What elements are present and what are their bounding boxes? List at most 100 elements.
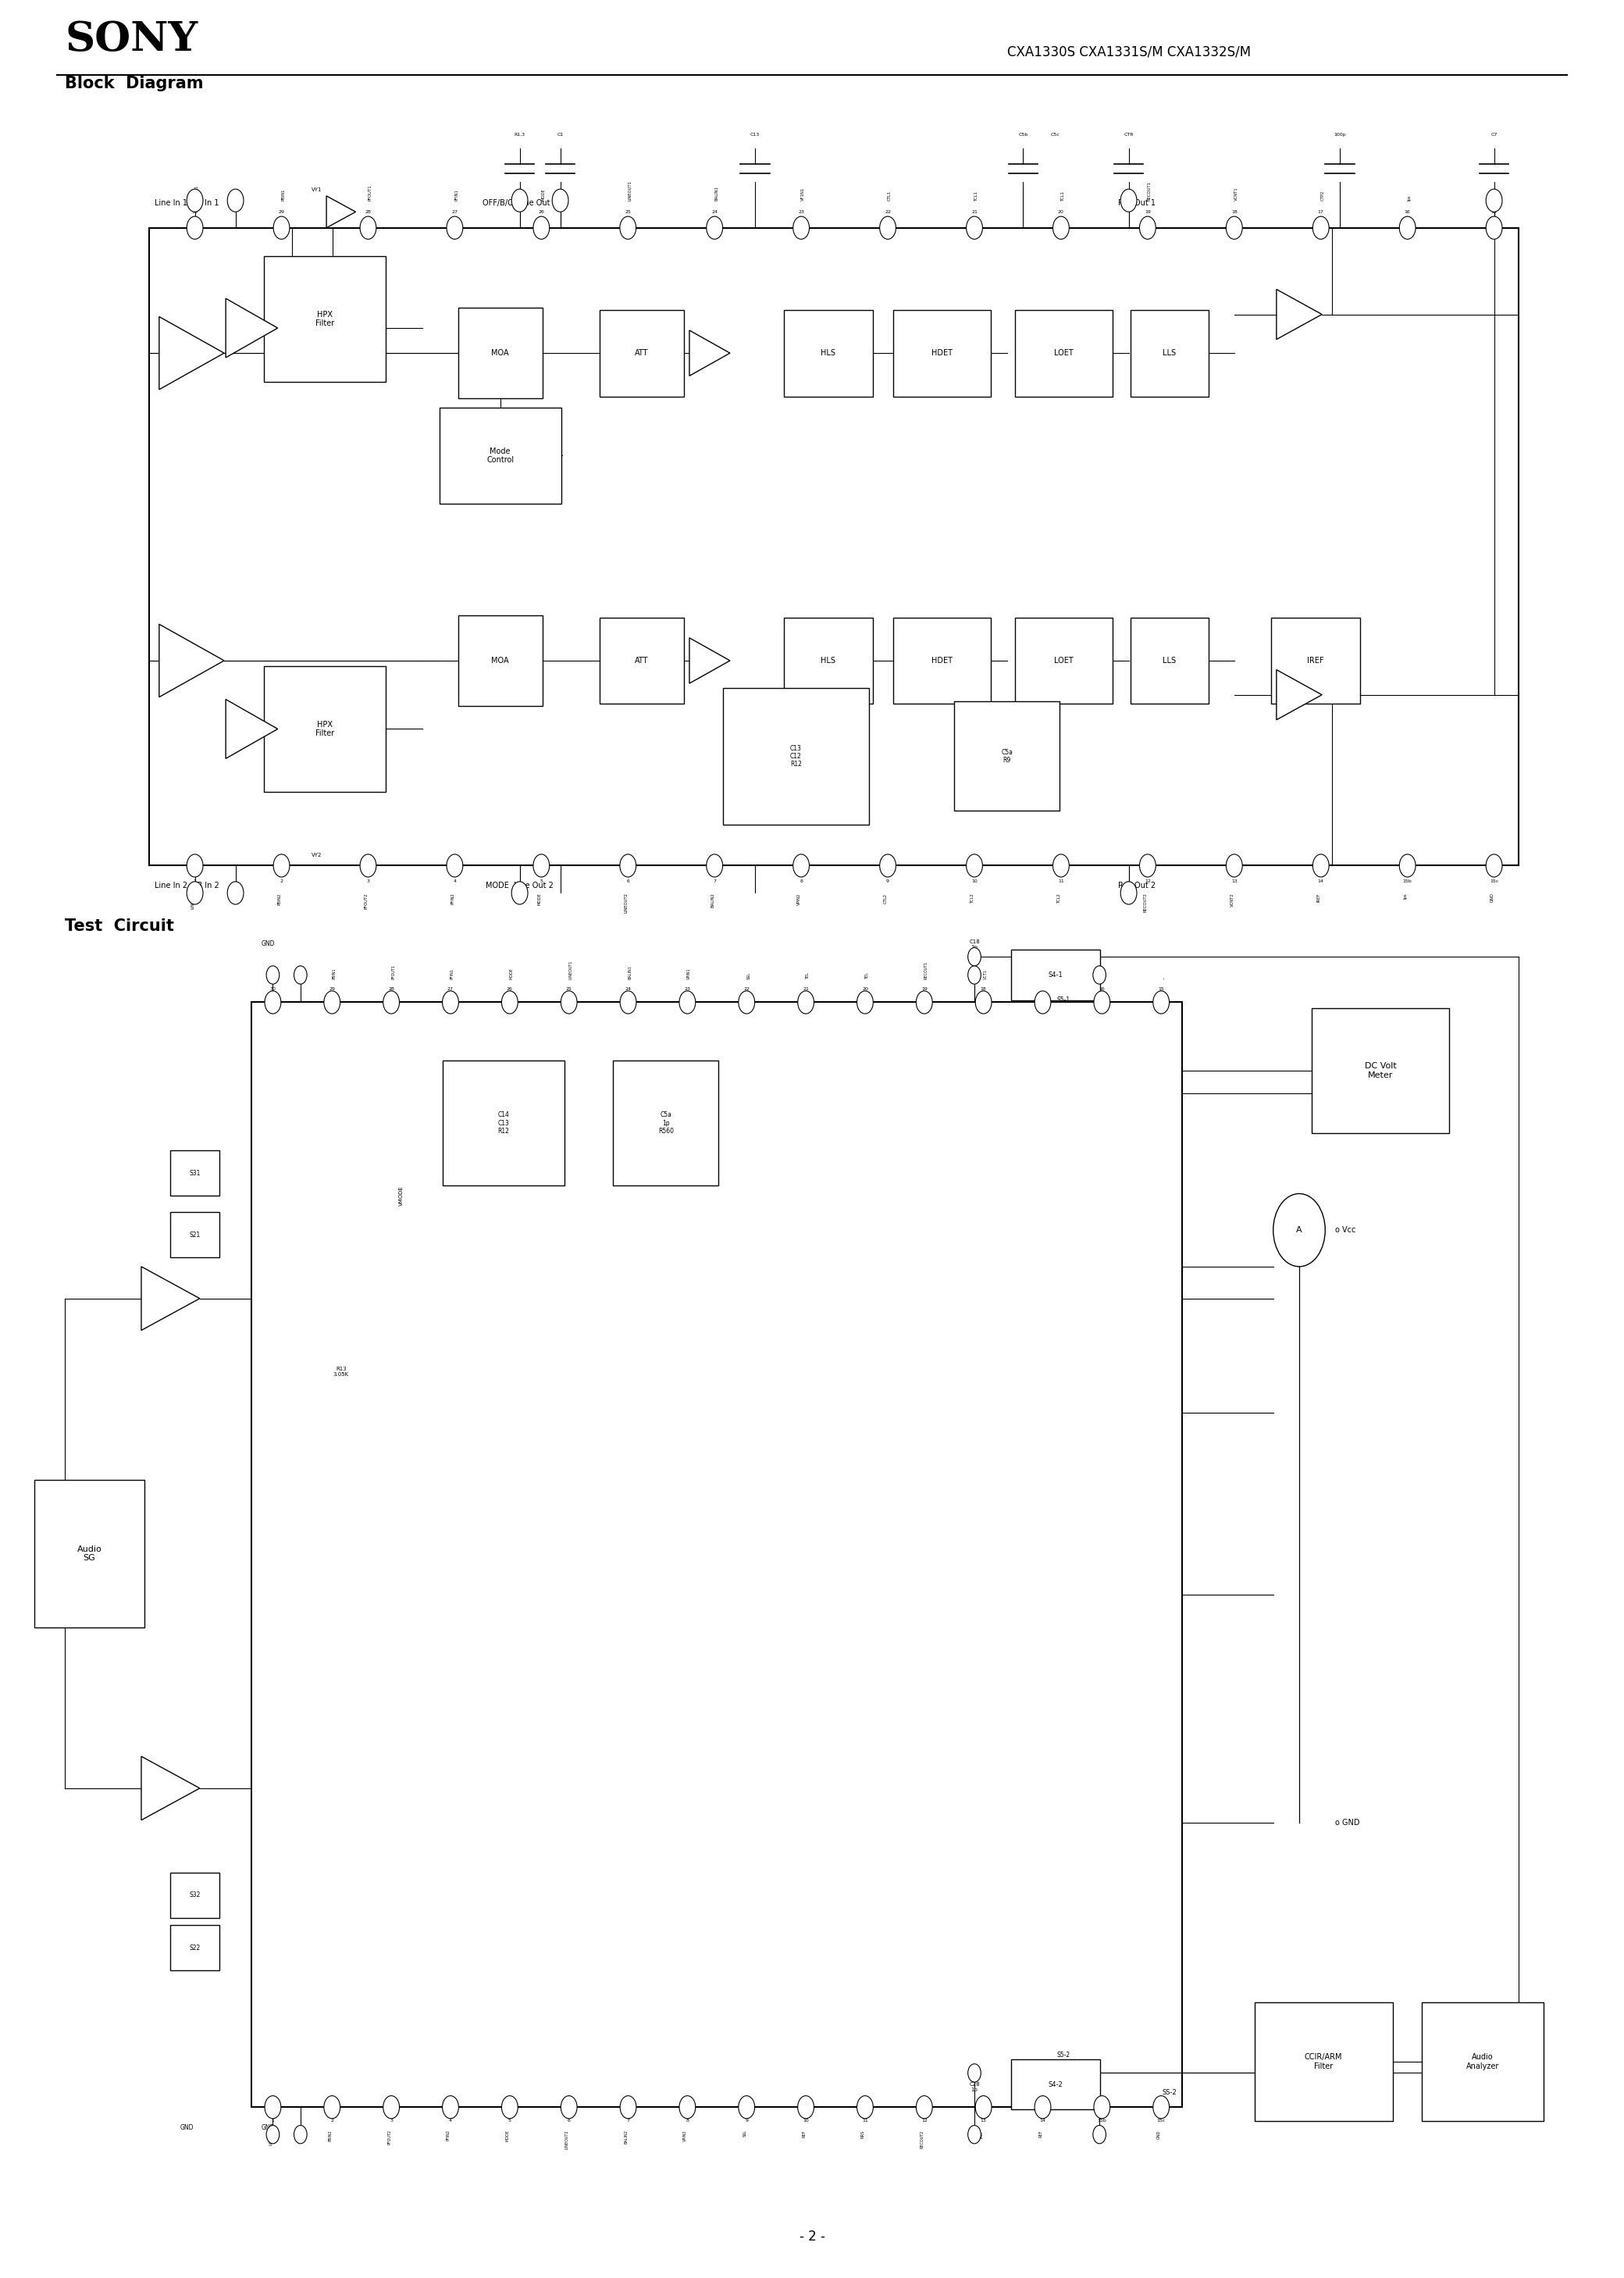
Circle shape [1400, 854, 1416, 877]
Circle shape [679, 2096, 695, 2119]
Text: 4: 4 [453, 879, 456, 884]
Text: 23: 23 [797, 210, 804, 214]
Bar [1423, 2002, 1544, 2121]
Circle shape [1486, 189, 1502, 212]
Text: VCNT1: VCNT1 [1234, 187, 1237, 200]
Text: VPIN1: VPIN1 [687, 968, 692, 980]
Text: 22: 22 [885, 210, 892, 214]
Circle shape [793, 854, 809, 877]
Circle shape [383, 991, 400, 1014]
Circle shape [620, 854, 637, 877]
Text: S5-1: S5-1 [1057, 998, 1070, 1005]
Text: PBIN2: PBIN2 [328, 2130, 331, 2141]
Text: PFOUT2: PFOUT2 [388, 2130, 391, 2146]
Text: 15: 15 [1158, 986, 1164, 991]
Text: S4-2: S4-2 [1047, 2080, 1064, 2089]
Circle shape [294, 966, 307, 984]
Circle shape [968, 948, 981, 966]
Circle shape [227, 189, 244, 212]
Polygon shape [226, 298, 278, 358]
Text: VPIN2: VPIN2 [797, 893, 801, 904]
Text: 20: 20 [1057, 210, 1064, 214]
Text: 2: 2 [331, 2119, 333, 2123]
Circle shape [1093, 966, 1106, 984]
Text: LINEOUT1: LINEOUT1 [628, 180, 632, 200]
Text: 21: 21 [802, 986, 809, 991]
Text: GND: GND [1098, 2130, 1103, 2139]
Text: C5a
1p
R560: C5a 1p R560 [658, 1112, 674, 1134]
Circle shape [294, 2125, 307, 2144]
Text: 11: 11 [1057, 879, 1064, 884]
Text: TEL: TEL [866, 973, 869, 980]
Circle shape [187, 854, 203, 877]
Text: 6: 6 [567, 2119, 570, 2123]
Circle shape [976, 991, 992, 1014]
Text: RECOUT1: RECOUT1 [1148, 180, 1151, 200]
Text: - 2 -: - 2 - [799, 2230, 825, 2244]
Text: SSL: SSL [742, 2130, 747, 2137]
Circle shape [880, 216, 896, 239]
Text: PBIN1: PBIN1 [331, 968, 336, 980]
Text: MOA: MOA [492, 656, 508, 665]
Circle shape [447, 854, 463, 877]
Text: LOET: LOET [1054, 656, 1073, 665]
Circle shape [620, 991, 637, 1014]
Bar [1130, 617, 1208, 704]
Text: 9: 9 [745, 2119, 749, 2123]
Text: VY1: VY1 [312, 187, 322, 191]
Circle shape [266, 966, 279, 984]
Polygon shape [326, 196, 356, 228]
Circle shape [857, 2096, 874, 2119]
Text: 19: 19 [1145, 210, 1151, 214]
Text: R13
3.05K: R13 3.05K [333, 1367, 349, 1376]
Text: S31: S31 [190, 1169, 200, 1178]
Text: C5a
R9: C5a R9 [1000, 749, 1013, 763]
Text: 29: 29 [330, 986, 335, 991]
Circle shape [502, 2096, 518, 2119]
Text: 11: 11 [862, 2119, 869, 2123]
Text: 10: 10 [971, 879, 978, 884]
Circle shape [266, 2125, 279, 2144]
Bar [893, 310, 991, 396]
Circle shape [187, 189, 203, 212]
Text: HPX
Filter: HPX Filter [315, 310, 335, 328]
Text: C13: C13 [750, 132, 760, 137]
Circle shape [1052, 216, 1069, 239]
Text: C7: C7 [1491, 132, 1497, 137]
Text: 26: 26 [538, 210, 544, 214]
Circle shape [1121, 882, 1137, 904]
Circle shape [1093, 2125, 1106, 2144]
Bar [171, 1150, 219, 1196]
Bar [1015, 617, 1112, 704]
Text: BALIN1: BALIN1 [628, 966, 632, 980]
Text: S21: S21 [190, 1230, 200, 1239]
Bar [149, 228, 1518, 866]
Text: MOA: MOA [492, 349, 508, 358]
Text: PFIN1: PFIN1 [455, 189, 458, 200]
Text: 27: 27 [447, 986, 453, 991]
Text: TEL: TEL [806, 973, 810, 980]
Text: RECOUT2: RECOUT2 [1143, 893, 1148, 913]
Text: SS-2: SS-2 [1161, 2089, 1177, 2096]
Text: 20: 20 [862, 986, 869, 991]
Bar [614, 1062, 718, 1185]
Bar [458, 308, 542, 399]
Text: 24: 24 [711, 210, 718, 214]
Text: VPIN2: VPIN2 [684, 2130, 687, 2141]
Circle shape [442, 2096, 458, 2119]
Circle shape [361, 216, 377, 239]
Text: 14: 14 [1039, 2119, 1046, 2123]
Text: IREF: IREF [1307, 656, 1324, 665]
Circle shape [1095, 991, 1111, 1014]
Polygon shape [141, 1267, 200, 1330]
Circle shape [916, 2096, 932, 2119]
Bar [171, 1925, 219, 1970]
Text: Line In 2  PB In 2: Line In 2 PB In 2 [154, 882, 219, 888]
Circle shape [706, 854, 723, 877]
Text: Rec Out 2: Rec Out 2 [1117, 882, 1156, 888]
Circle shape [1400, 216, 1416, 239]
Circle shape [1034, 991, 1051, 1014]
Text: 18: 18 [1231, 210, 1237, 214]
Text: o GND: o GND [1335, 1818, 1359, 1827]
Text: Mode
Control: Mode Control [487, 446, 513, 465]
